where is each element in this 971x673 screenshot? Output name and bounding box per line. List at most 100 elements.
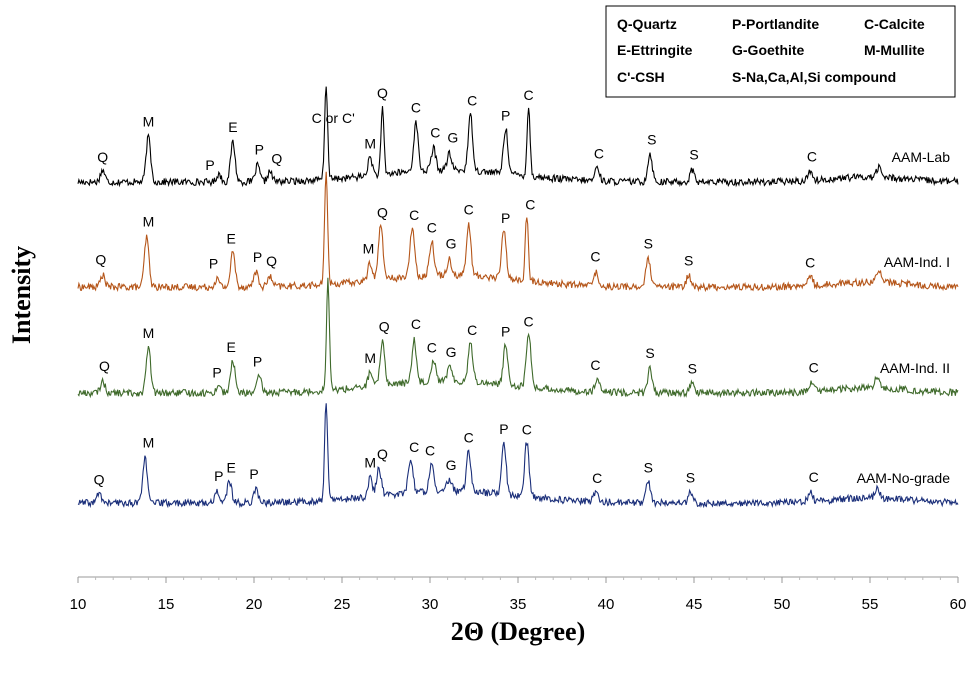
- peak-label: M: [143, 214, 155, 230]
- peak-label: E: [226, 231, 235, 247]
- legend-entry: Q-Quartz: [617, 16, 677, 32]
- peak-label: P: [205, 157, 214, 173]
- legend-entry: G-Goethite: [732, 42, 805, 58]
- series-name-label: AAM-No-grade: [857, 470, 951, 486]
- peak-label: C: [430, 124, 440, 140]
- peak-label: C: [809, 360, 819, 376]
- peak-label: P: [209, 256, 218, 272]
- peak-label: M: [363, 240, 375, 256]
- peak-label: C: [592, 470, 602, 486]
- peak-label: C: [525, 197, 535, 213]
- series-line: [77, 403, 959, 509]
- x-tick-label: 30: [422, 596, 439, 613]
- series-line: [77, 171, 959, 293]
- peak-label: S: [686, 469, 695, 485]
- peak-label: P: [255, 141, 264, 157]
- peak-label: S: [647, 132, 656, 148]
- peak-label: P: [214, 468, 223, 484]
- peak-label: S: [688, 360, 697, 376]
- peak-label: C: [411, 99, 421, 115]
- peak-label: C: [590, 249, 600, 265]
- x-tick-label: 50: [774, 596, 791, 613]
- y-axis-title: Intensity: [7, 246, 36, 344]
- peak-label: E: [226, 460, 235, 476]
- x-tick-label: 25: [334, 596, 351, 613]
- x-axis-title: 2Θ (Degree): [451, 617, 586, 646]
- peak-label: Q: [377, 446, 388, 462]
- peak-label: C: [409, 439, 419, 455]
- legend: Q-Quartz P-Portlandite C-Calcite E-Ettri…: [605, 5, 956, 98]
- x-tick-label: 55: [862, 596, 879, 613]
- peak-label: M: [143, 325, 155, 341]
- legend-entry: S-Na,Ca,Al,Si compound: [732, 69, 896, 85]
- peak-label: P: [212, 364, 221, 380]
- peak-label: C: [594, 145, 604, 161]
- peak-label: C: [805, 254, 815, 270]
- peak-label: C: [809, 469, 819, 485]
- peak-label: Q: [379, 318, 390, 334]
- legend-entry: M-Mullite: [864, 42, 925, 58]
- peak-label: C: [464, 201, 474, 217]
- peak-label: Q: [377, 204, 388, 220]
- peak-label: M: [364, 350, 376, 366]
- peak-label: C: [523, 87, 533, 103]
- peak-label: C: [467, 322, 477, 338]
- legend-entry: E-Ettringite: [617, 42, 693, 58]
- peak-label: Q: [377, 85, 388, 101]
- peak-label: S: [644, 236, 653, 252]
- series-name-label: AAM-Ind. II: [880, 360, 950, 376]
- x-tick-label: 10: [70, 596, 87, 613]
- peak-label: P: [501, 108, 510, 124]
- legend-box: [605, 5, 956, 98]
- peak-label: M: [143, 435, 155, 451]
- peak-label: Q: [97, 149, 108, 165]
- peak-label: E: [228, 119, 237, 135]
- legend-entry: P-Portlandite: [732, 16, 819, 32]
- peak-label: C: [467, 92, 477, 108]
- peak-label: Q: [99, 358, 110, 374]
- peak-label: M: [364, 454, 376, 470]
- peak-label: E: [226, 339, 235, 355]
- peak-label: G: [447, 130, 458, 146]
- peak-label: Q: [266, 253, 277, 269]
- series-layer: [77, 86, 959, 509]
- peak-label: C: [522, 422, 532, 438]
- peak-label: S: [684, 252, 693, 268]
- peak-label: G: [446, 344, 457, 360]
- peak-label: P: [501, 323, 510, 339]
- legend-entry: C-Calcite: [864, 16, 925, 32]
- peak-label: C: [807, 149, 817, 165]
- x-tick-label: 45: [686, 596, 703, 613]
- peak-label: G: [446, 235, 457, 251]
- series-line: [77, 277, 959, 399]
- peak-label: S: [645, 345, 654, 361]
- peak-label: G: [446, 457, 457, 473]
- peak-label: Q: [271, 150, 282, 166]
- peak-label: M: [364, 136, 376, 152]
- peak-label: M: [143, 114, 155, 130]
- x-tick-label: 40: [598, 596, 615, 613]
- peak-label: C: [523, 314, 533, 330]
- x-tick-label: 15: [158, 596, 175, 613]
- peak-label: S: [644, 459, 653, 475]
- peak-label: P: [253, 249, 262, 265]
- peak-label: C: [464, 429, 474, 445]
- peak-label: Q: [95, 252, 106, 268]
- x-tick-label: 60: [950, 596, 967, 613]
- x-tick-label: 20: [246, 596, 263, 613]
- peak-label: P: [253, 354, 262, 370]
- peak-label: S: [689, 147, 698, 163]
- legend-entry: C'-CSH: [617, 69, 665, 85]
- peak-label: C: [427, 340, 437, 356]
- peak-label: C: [409, 207, 419, 223]
- peak-label: C or C': [312, 110, 355, 126]
- x-tick-label: 35: [510, 596, 527, 613]
- peak-label: C: [427, 219, 437, 235]
- peak-label: P: [499, 421, 508, 437]
- peak-label: P: [249, 466, 258, 482]
- series-name-label: AAM-Ind. I: [884, 254, 950, 270]
- peak-label: C: [590, 357, 600, 373]
- series-name-label: AAM-Lab: [892, 149, 951, 165]
